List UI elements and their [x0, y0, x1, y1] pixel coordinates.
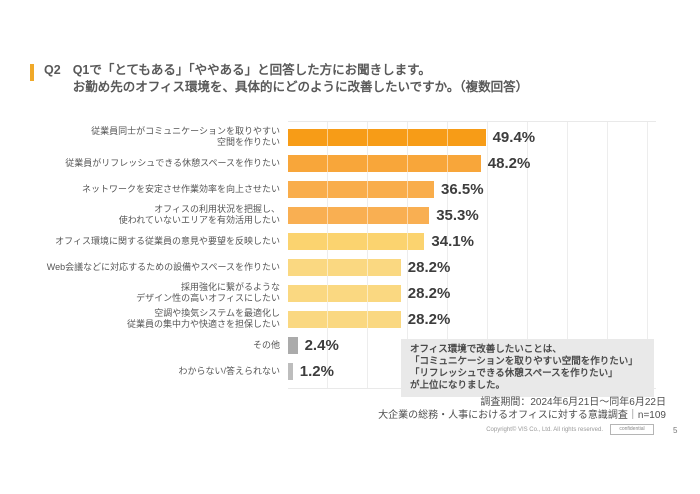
- question-id: Q2: [44, 63, 61, 77]
- page-number: 5: [673, 426, 678, 435]
- chart-row: ネットワークを安定させ作業効率を向上させたい 36.5%: [36, 176, 666, 202]
- chart-row: 空調や換気システムを最適化し 従業員の集中力や快適さを担保したい 28.2%: [36, 306, 666, 332]
- chart-row: 採用強化に繋がるような デザイン性の高いオフィスにしたい 28.2%: [36, 280, 666, 306]
- category-label: ネットワークを安定させ作業効率を向上させたい: [81, 183, 280, 194]
- chart-row: その他 2.4%: [36, 332, 666, 358]
- bar-fill: [288, 336, 298, 354]
- survey-source: 調査期間：2024年6月21日～同年6月22日 大企業の総務・人事におけるオフィ…: [378, 397, 666, 421]
- category-label: Web会議などに対応するための設備やスペースを作りたい: [46, 261, 280, 272]
- value-label: 1.2%: [299, 362, 334, 380]
- bar-fill: [288, 206, 430, 224]
- chart-row: わからない/答えられない 1.2%: [36, 358, 666, 384]
- chart-row: オフィス環境に関する従業員の意見や要望を反映したい 34.1%: [36, 228, 666, 254]
- category-label: オフィスの利用状況を把握し、 使われていないエリアを有効活用したい: [118, 204, 280, 225]
- category-label: その他: [252, 339, 280, 350]
- category-label: オフィス環境に関する従業員の意見や要望を反映したい: [55, 235, 280, 246]
- value-label: 36.5%: [441, 180, 484, 198]
- category-label: わからない/答えられない: [178, 365, 280, 376]
- chart-row: オフィスの利用状況を把握し、 使われていないエリアを有効活用したい 35.3%: [36, 202, 666, 228]
- bar-fill: [288, 232, 425, 250]
- value-label: 34.1%: [431, 232, 474, 250]
- chart-row: 従業員がリフレッシュできる休憩スペースを作りたい 48.2%: [36, 150, 666, 176]
- bar-chart: 従業員同士がコミュニケーションを取りやすい 空間を作りたい 49.4% 従業員が…: [36, 121, 666, 389]
- question-header: Q2 Q1で「とてもある」「ややある」と回答した方にお聞きします。 お勤め先のオ…: [30, 62, 528, 96]
- chart-row: Web会議などに対応するための設備やスペースを作りたい 28.2%: [36, 254, 666, 280]
- category-label: 採用強化に繋がるような デザイン性の高いオフィスにしたい: [136, 282, 280, 303]
- bar-fill: [288, 154, 481, 172]
- bar-fill: [288, 362, 293, 380]
- value-label: 28.2%: [407, 310, 451, 328]
- value-label: 35.3%: [436, 206, 479, 224]
- value-label: 2.4%: [304, 336, 339, 354]
- category-label: 空調や換気システムを最適化し 従業員の集中力や快適さを担保したい: [126, 308, 280, 329]
- value-label: 48.2%: [487, 154, 531, 172]
- bar-fill: [288, 180, 434, 198]
- confidential-badge: confidential: [610, 424, 654, 435]
- bar-fill: [288, 310, 401, 328]
- bar-fill: [288, 284, 401, 302]
- value-label: 49.4%: [492, 128, 536, 146]
- summary-note: オフィス環境で改善したいことは、 「コミュニケーションを取りやすい空間を作りたい…: [401, 339, 654, 397]
- question-title: Q1で「とてもある」「ややある」と回答した方にお聞きします。 お勤め先のオフィス…: [72, 63, 529, 94]
- chart-row: 従業員同士がコミュニケーションを取りやすい 空間を作りたい 49.4%: [36, 124, 666, 150]
- chart-rows: 従業員同士がコミュニケーションを取りやすい 空間を作りたい 49.4% 従業員が…: [36, 124, 666, 384]
- value-label: 28.2%: [407, 284, 451, 302]
- category-label: 従業員同士がコミュニケーションを取りやすい 空間を作りたい: [91, 126, 280, 147]
- bar-fill: [288, 258, 401, 276]
- accent-bar: [30, 64, 34, 81]
- bar-fill: [288, 128, 486, 146]
- value-label: 28.2%: [407, 258, 451, 276]
- category-label: 従業員がリフレッシュできる休憩スペースを作りたい: [65, 157, 280, 168]
- copyright-text: Copyright© VIS Co., Ltd. All rights rese…: [486, 427, 603, 433]
